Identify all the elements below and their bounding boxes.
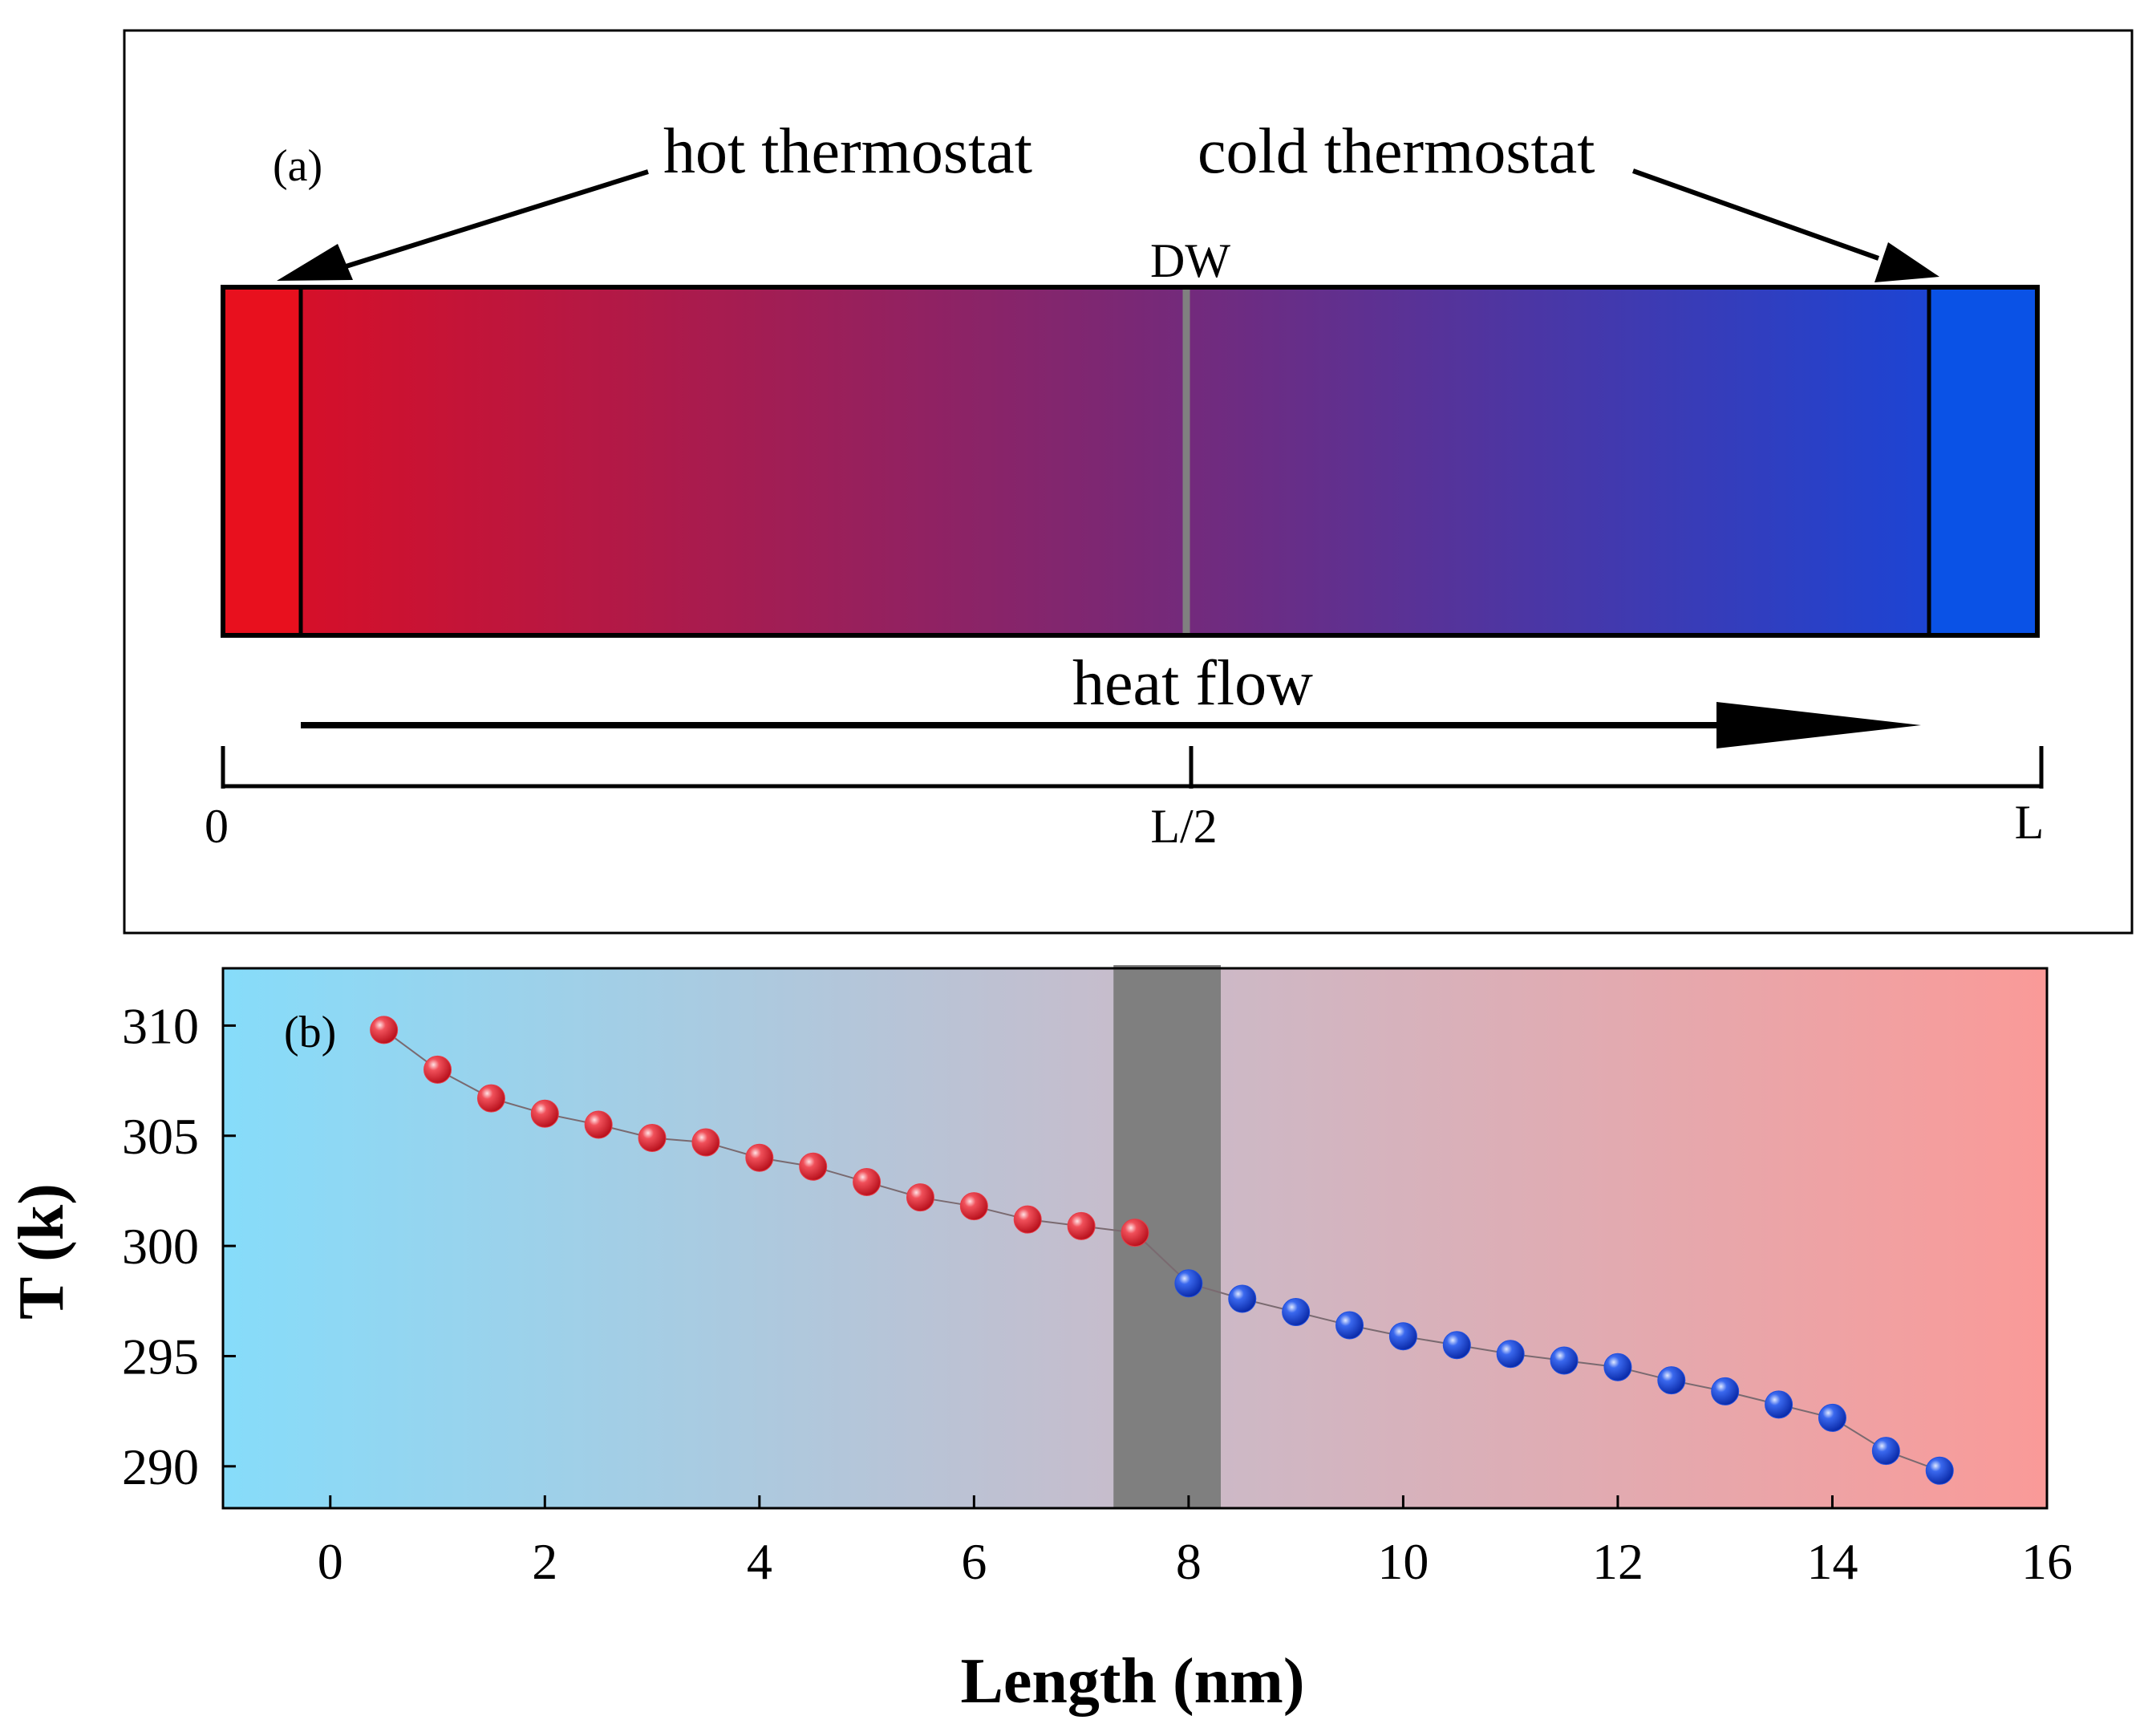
- plot-frame: [221, 967, 2049, 1510]
- x-tick-label: 10: [1377, 1533, 1429, 1590]
- scale-label-full: L: [2015, 796, 2045, 849]
- hot-arrow-head: [277, 244, 353, 281]
- data-point-blue: [1871, 1437, 1900, 1466]
- data-point-blue: [1765, 1390, 1793, 1419]
- x-tick-label: 4: [747, 1533, 772, 1590]
- heat-flow-arrow-head: [1716, 702, 1921, 748]
- y-tick-label: 305: [122, 1108, 199, 1165]
- axis-ticks: [223, 1024, 2049, 1508]
- y-tick-label: 295: [122, 1328, 199, 1385]
- panel-a-frame: [123, 29, 2134, 935]
- data-point-blue: [1657, 1366, 1686, 1395]
- tick-labels: 0 2 4 6 8 10 12 14 16 290 295 300 305 310: [122, 997, 2073, 1590]
- y-tick-label: 300: [122, 1218, 199, 1275]
- panel-b: 0 2 4 6 8 10 12 14 16 290 295 300 305 310 (b) Length …: [6, 965, 2073, 1717]
- cold-arrow-line: [1631, 168, 1880, 261]
- data-point-red: [853, 1167, 882, 1196]
- cold-arrow-head: [1874, 242, 1939, 282]
- panel-a: (a) DW hot thermostat cold thermostat he…: [123, 29, 2134, 935]
- y-axis-title: T (k): [6, 1183, 77, 1320]
- hot-thermostat-region: [225, 290, 301, 633]
- panel-b-label: (b): [284, 1008, 336, 1057]
- data-point-blue: [1603, 1353, 1632, 1381]
- x-tick-label: 14: [1806, 1533, 1858, 1590]
- data-point-blue: [1550, 1346, 1579, 1375]
- x-tick-label: 12: [1592, 1533, 1643, 1590]
- data-point-blue: [1388, 1322, 1417, 1351]
- data-point-red: [370, 1016, 399, 1044]
- y-tick-label: 290: [122, 1438, 199, 1495]
- x-tick-label: 16: [2021, 1533, 2073, 1590]
- hot-arrow-line: [340, 169, 649, 270]
- data-point-red: [424, 1055, 452, 1084]
- length-scale: [221, 746, 2044, 789]
- data-point-blue: [1282, 1298, 1311, 1327]
- data-point-blue: [1174, 1269, 1203, 1298]
- thermal-bar-outline: [221, 285, 2040, 638]
- x-tick-label: 0: [318, 1533, 343, 1590]
- x-tick-label: 2: [532, 1533, 557, 1590]
- data-points: [370, 1016, 1954, 1485]
- data-point-red: [638, 1124, 667, 1153]
- x-tick-label: 8: [1176, 1533, 1202, 1590]
- x-axis-title: Length (nm): [961, 1646, 1305, 1717]
- data-point-blue: [1442, 1331, 1471, 1360]
- data-point-red: [476, 1084, 505, 1113]
- scale-label-zero: 0: [205, 800, 229, 853]
- data-point-blue: [1818, 1403, 1846, 1432]
- x-tick-label: 6: [961, 1533, 987, 1590]
- data-point-red: [906, 1183, 934, 1212]
- data-point-red: [530, 1099, 559, 1128]
- data-point-red: [799, 1152, 828, 1181]
- hot-thermostat-label: hot thermostat: [663, 116, 1032, 187]
- data-point-blue: [1228, 1284, 1257, 1313]
- data-point-blue: [1925, 1456, 1954, 1485]
- thermal-bar: [221, 285, 2040, 638]
- data-point-blue: [1335, 1311, 1364, 1340]
- data-point-red: [1013, 1205, 1042, 1234]
- heat-flow-label: heat flow: [1072, 648, 1313, 719]
- data-point-red: [584, 1110, 613, 1139]
- panel-a-label: (a): [273, 141, 322, 191]
- data-point-red: [1121, 1219, 1149, 1247]
- scale-label-half: L/2: [1150, 800, 1217, 853]
- dw-label: DW: [1150, 234, 1230, 287]
- data-point-red: [959, 1192, 988, 1221]
- cold-thermostat-label: cold thermostat: [1198, 116, 1595, 187]
- data-point-blue: [1711, 1377, 1740, 1405]
- data-point-red: [1067, 1211, 1096, 1240]
- data-point-red: [691, 1128, 720, 1157]
- y-tick-label: 310: [122, 997, 199, 1054]
- data-point-blue: [1496, 1340, 1525, 1369]
- data-point-red: [745, 1143, 774, 1172]
- cold-thermostat-region: [1929, 290, 2035, 633]
